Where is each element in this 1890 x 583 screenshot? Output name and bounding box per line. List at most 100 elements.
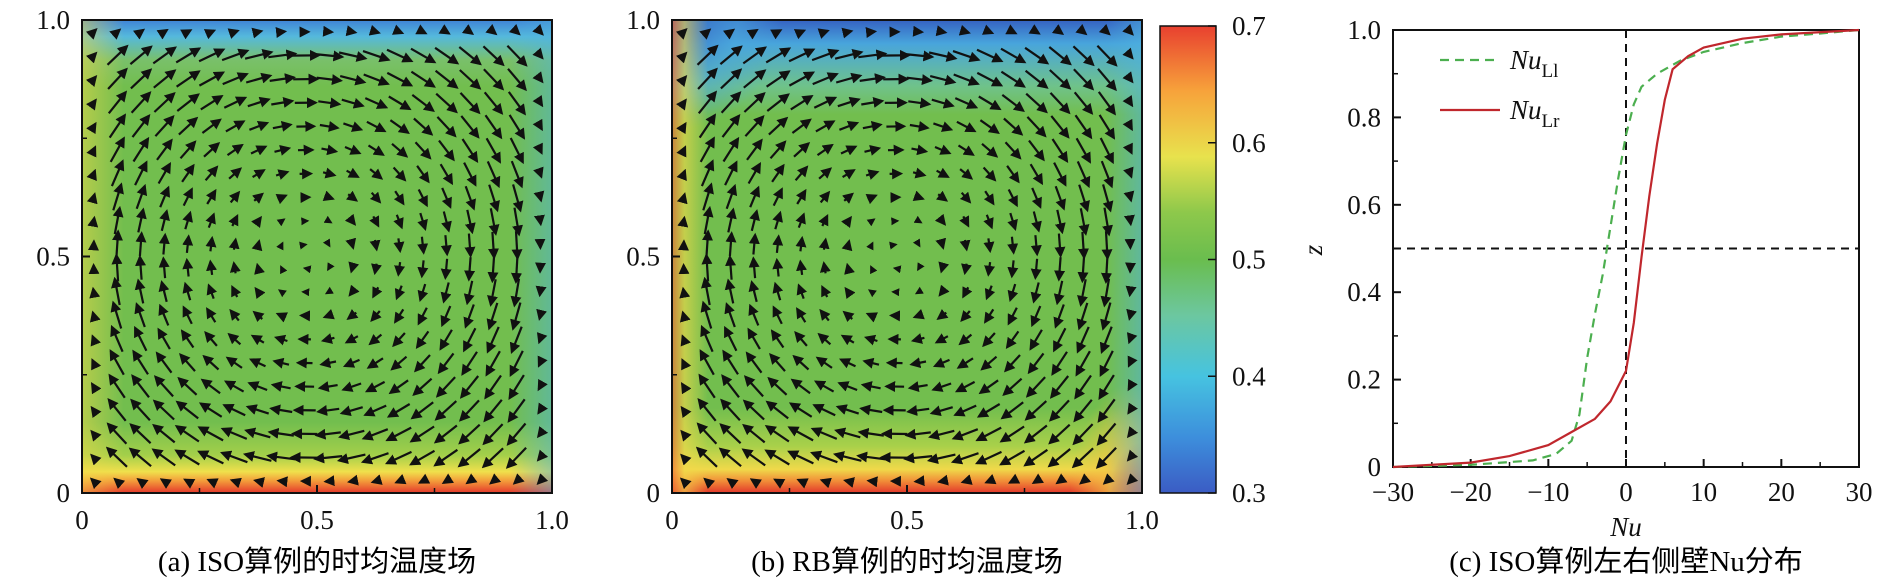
velocity-arrow (132, 28, 146, 40)
velocity-arrow (1053, 280, 1065, 306)
velocity-arrow (840, 145, 858, 156)
velocity-arrow (984, 473, 997, 485)
velocity-arrow (416, 165, 430, 184)
velocity-arrow (345, 25, 358, 37)
velocity-arrow (1095, 447, 1117, 469)
velocity-arrow (486, 160, 501, 189)
velocity-arrow (338, 429, 365, 441)
velocity-arrow (696, 422, 718, 445)
velocity-arrow (1007, 188, 1018, 208)
velocity-arrow (1007, 283, 1019, 303)
velocity-arrow (318, 97, 342, 109)
velocity-arrow (1125, 285, 1137, 298)
velocity-arrow (460, 115, 480, 139)
velocity-arrow (1073, 68, 1095, 91)
velocity-arrow (505, 447, 527, 469)
velocity-arrow (366, 120, 387, 133)
velocity-arrow (866, 476, 878, 488)
y-tick-label: 0 (57, 478, 71, 508)
velocity-arrow (699, 28, 712, 40)
velocity-arrow (1102, 184, 1114, 213)
velocity-arrow (363, 73, 390, 86)
velocity-arrow (363, 404, 387, 417)
velocity-arrow (999, 425, 1025, 443)
velocity-arrow (463, 304, 475, 329)
velocity-arrow (272, 357, 290, 369)
velocity-arrow (131, 113, 151, 138)
velocity-arrow (269, 404, 293, 416)
velocity-arrow (179, 140, 197, 160)
velocity-arrow (338, 51, 368, 62)
velocity-arrow (417, 307, 428, 326)
velocity-arrow (983, 190, 995, 206)
velocity-arrow (934, 213, 947, 226)
velocity-arrow (372, 286, 383, 299)
velocity-arrow (134, 302, 146, 328)
velocity-arrow (323, 215, 333, 224)
velocity-arrow (742, 423, 766, 444)
velocity-arrow (870, 265, 878, 275)
velocity-arrow (917, 262, 925, 272)
velocity-arrow (512, 184, 524, 213)
velocity-arrow (152, 46, 177, 65)
velocity-arrow (700, 324, 714, 353)
y-tick-label: 0.8 (1347, 102, 1381, 132)
velocity-arrow (90, 429, 102, 442)
velocity-arrow (1097, 68, 1117, 92)
velocity-arrow (935, 237, 947, 250)
velocity-arrow (796, 188, 807, 205)
velocity-arrow (274, 145, 292, 156)
velocity-arrow (1126, 473, 1139, 485)
velocity-arrow (793, 142, 811, 158)
velocity-arrow (181, 163, 195, 183)
velocity-arrow (773, 478, 786, 489)
velocity-arrow (819, 477, 832, 489)
velocity-arrow (956, 357, 974, 369)
velocity-arrow (912, 25, 925, 37)
velocity-arrow (339, 74, 367, 86)
velocity-arrow (818, 167, 833, 180)
velocity-arrow (327, 262, 335, 272)
legend-label: NuLl (1509, 45, 1558, 82)
velocity-arrow (1048, 423, 1071, 445)
x-tick-label: 0.5 (300, 505, 334, 535)
velocity-arrow (175, 47, 202, 64)
velocity-arrow (978, 379, 999, 395)
velocity-arrow (695, 446, 718, 468)
velocity-arrow (1122, 95, 1134, 108)
velocity-arrow (1122, 71, 1134, 84)
velocity-arrow (698, 373, 716, 399)
velocity-arrow (1030, 258, 1042, 280)
velocity-arrow (394, 261, 406, 277)
velocity-arrow (796, 283, 808, 299)
velocity-arrow (936, 167, 950, 178)
velocity-arrow (914, 286, 924, 295)
velocity-arrow (1054, 185, 1066, 211)
velocity-arrow (341, 381, 362, 392)
velocity-arrow (488, 208, 500, 236)
velocity-arrow (371, 263, 382, 276)
velocity-arrow (458, 399, 480, 422)
velocity-arrow (90, 405, 102, 419)
velocity-arrow (156, 28, 169, 40)
velocity-arrow (770, 329, 785, 349)
velocity-arrow (1097, 91, 1116, 116)
velocity-arrow (457, 448, 481, 468)
velocity-arrow (225, 120, 246, 133)
velocity-arrow (250, 145, 268, 156)
velocity-arrow (110, 300, 123, 329)
velocity-arrow (703, 477, 716, 490)
velocity-arrow (981, 24, 995, 35)
velocity-arrow (1076, 160, 1091, 189)
velocity-arrow (958, 333, 973, 346)
velocity-arrow (741, 448, 766, 467)
velocity-arrow (536, 449, 549, 462)
velocity-arrow (440, 282, 452, 304)
velocity-arrow (792, 354, 810, 371)
velocity-arrow (273, 334, 288, 346)
velocity-arrow (532, 23, 544, 36)
velocity-arrow (864, 145, 882, 156)
velocity-arrow (175, 400, 199, 420)
velocity-arrow (112, 229, 124, 258)
